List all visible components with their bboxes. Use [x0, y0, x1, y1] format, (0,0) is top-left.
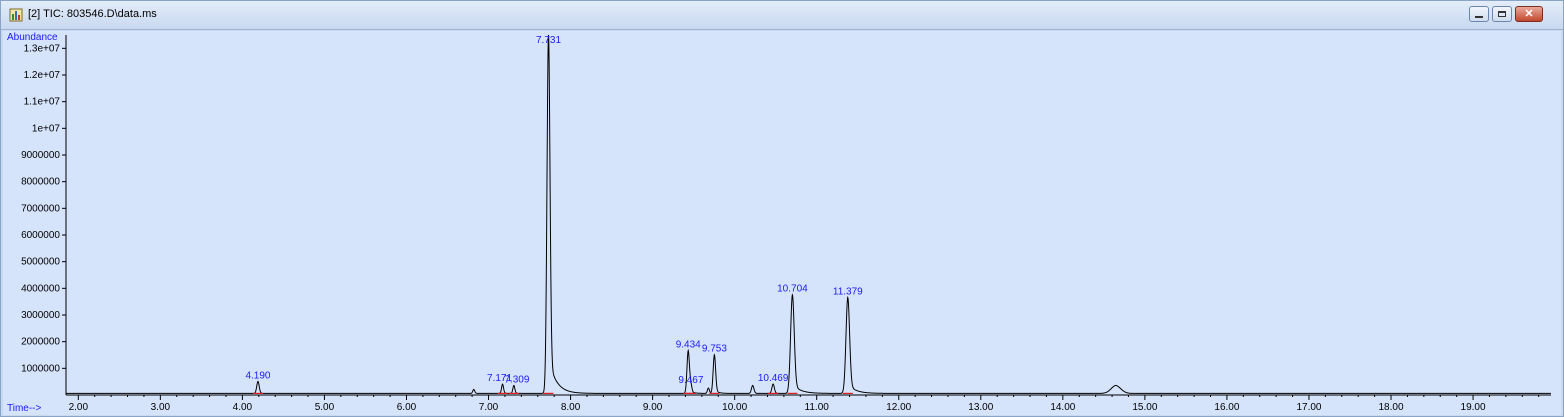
x-tick-label: 19.00 — [1461, 402, 1486, 413]
peak-label: 11.379 — [833, 286, 863, 297]
tic-trace — [66, 34, 1551, 394]
peak-label: 9.434 — [676, 340, 701, 351]
maximize-button[interactable] — [1492, 6, 1512, 22]
plot-area: 1000000 2000000 3000000 4000000 5000000 60000… — [3, 31, 1561, 415]
minimize-icon — [1475, 15, 1483, 18]
x-tick-label: 12.00 — [886, 402, 911, 413]
x-tick-label: 11.00 — [805, 402, 830, 413]
y-tick-label: 1.1e+07 — [24, 97, 61, 108]
peak-label: 9.753 — [702, 344, 727, 355]
x-tick-label: 9.00 — [643, 402, 663, 413]
peak-label: 7.309 — [504, 374, 529, 385]
close-button[interactable]: ✕ — [1515, 6, 1543, 22]
x-tick-label: 18.00 — [1378, 402, 1403, 413]
y-tick-label: 3000000 — [21, 310, 60, 321]
y-axis-title: Abundance — [7, 32, 58, 43]
chromatogram-app-icon — [9, 8, 23, 22]
peak-label: 7.731 — [536, 35, 561, 46]
x-tick-label: 3.00 — [151, 402, 171, 413]
peak-label: 10.469 — [758, 373, 789, 384]
title-bar[interactable]: [2] TIC: 803546.D\data.ms ✕ — [1, 1, 1563, 30]
y-tick-label: 1.3e+07 — [24, 43, 61, 54]
maximize-icon — [1498, 11, 1506, 17]
chromatogram-chart: 1000000 2000000 3000000 4000000 5000000 60000… — [7, 32, 1551, 414]
y-tick-label: 4000000 — [21, 283, 60, 294]
minimize-button[interactable] — [1469, 6, 1489, 22]
y-tick-label: 1.2e+07 — [24, 70, 61, 81]
y-tick-label: 1000000 — [21, 363, 60, 374]
peak-label: 9.467 — [678, 375, 703, 386]
window-title: [2] TIC: 803546.D\data.ms — [28, 8, 157, 20]
y-tick-label: 1e+07 — [32, 123, 61, 134]
x-tick-label: 16.00 — [1214, 402, 1239, 413]
x-tick-label: 15.00 — [1132, 402, 1157, 413]
peak-label: 7.171 — [487, 373, 512, 384]
x-tick-label: 5.00 — [315, 402, 335, 413]
x-tick-label: 2.00 — [69, 402, 89, 413]
peak-label: 4.190 — [245, 370, 270, 381]
peak-label: 10.704 — [777, 284, 808, 295]
x-tick-label: 4.00 — [233, 402, 253, 413]
x-tick-label: 8.00 — [561, 402, 581, 413]
x-tick-label: 7.00 — [479, 402, 499, 413]
close-icon: ✕ — [1524, 7, 1534, 20]
y-tick-label: 6000000 — [21, 230, 60, 241]
x-tick-label: 17.00 — [1296, 402, 1321, 413]
x-tick-label: 10.00 — [722, 402, 747, 413]
x-tick-label: 14.00 — [1050, 402, 1075, 413]
x-axis-title: Time--> — [7, 403, 42, 414]
x-tick-label: 13.00 — [968, 402, 993, 413]
y-tick-label: 8000000 — [21, 177, 60, 188]
y-tick-label: 9000000 — [21, 150, 60, 161]
y-tick-label: 7000000 — [21, 203, 60, 214]
y-tick-label: 5000000 — [21, 257, 60, 268]
y-tick-label: 2000000 — [21, 337, 60, 348]
x-tick-label: 6.00 — [397, 402, 417, 413]
